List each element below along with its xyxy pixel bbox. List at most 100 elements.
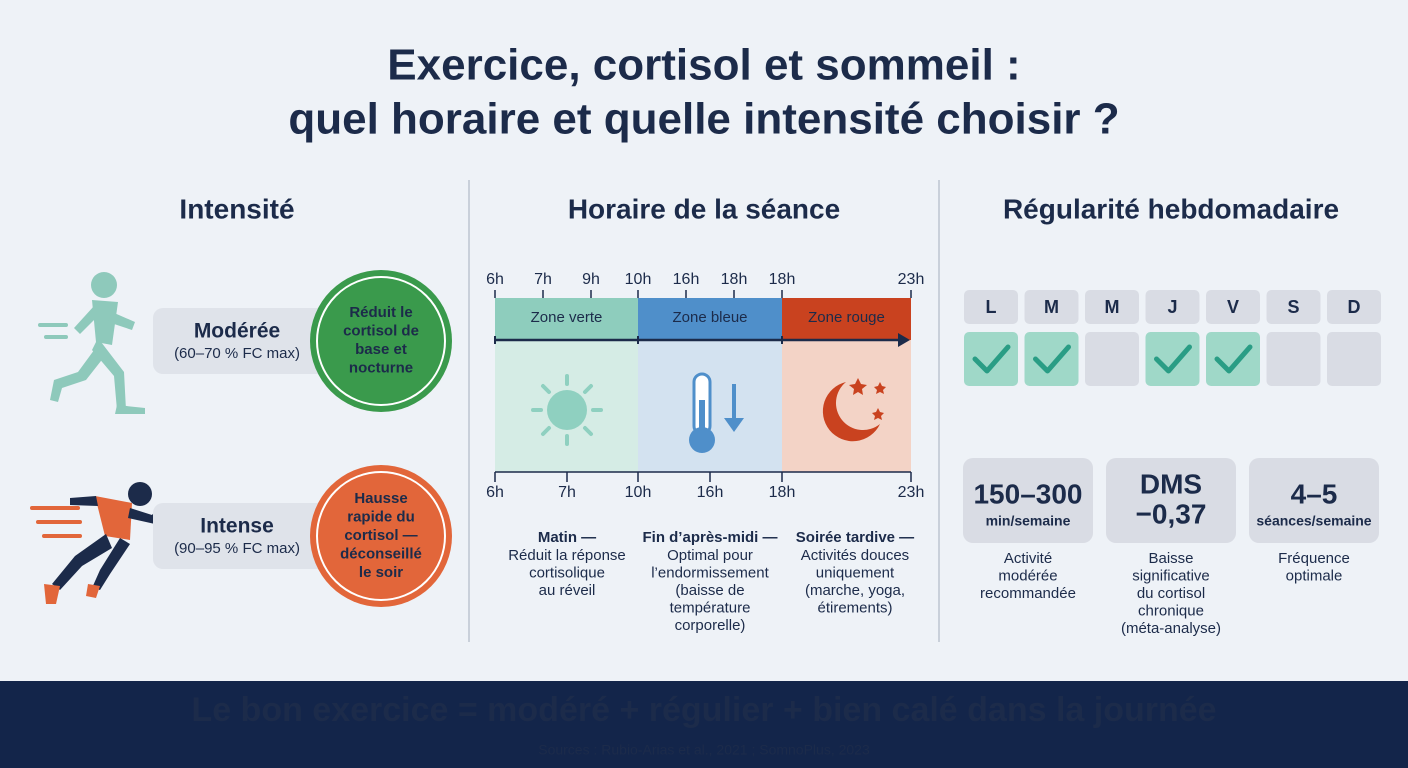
note-line: corporelle) — [675, 617, 746, 634]
time-label: 16h — [673, 271, 700, 288]
note-title: Soirée tardive — — [796, 529, 914, 546]
stat-unit: min/semaine — [986, 513, 1071, 529]
effect-text: déconseillé — [340, 545, 422, 562]
time-label: 10h — [625, 484, 652, 501]
note-line: Optimal pour — [667, 547, 753, 564]
stat-caption: Fréquence — [1278, 550, 1350, 567]
time-label: 18h — [769, 271, 796, 288]
stat-value: 150–300 — [973, 478, 1082, 509]
time-label: 16h — [697, 484, 724, 501]
check-mark — [1214, 344, 1253, 374]
thermometer-icon — [689, 372, 744, 453]
zone-bar — [495, 298, 638, 340]
stat-caption: modérée — [998, 567, 1057, 584]
effect-text: Réduit le — [349, 304, 412, 321]
title-line: quel horaire et quelle intensité choisir… — [288, 95, 1119, 144]
day-box — [1206, 290, 1260, 324]
sun-icon — [531, 374, 603, 446]
time-label: 7h — [534, 271, 552, 288]
note-line: étirements) — [817, 599, 892, 616]
note-line: au réveil — [539, 582, 596, 599]
stat-caption: chronique — [1138, 602, 1204, 619]
effect-text: le soir — [359, 564, 403, 581]
day-box — [1145, 290, 1200, 324]
day-label: M — [1105, 297, 1120, 317]
intensity-pill — [153, 308, 328, 374]
effect-ring — [316, 276, 446, 406]
time-label: 7h — [558, 484, 576, 501]
stat-value: −0,37 — [1136, 498, 1207, 529]
moon-icon — [822, 378, 886, 442]
zone-panel — [782, 340, 911, 472]
effect-text: nocturne — [349, 360, 413, 377]
zone-name: Zone rouge — [808, 309, 885, 326]
note-line: l’endormissement — [651, 564, 769, 581]
day-check-box — [1266, 332, 1321, 386]
zone-name: Zone verte — [531, 309, 603, 326]
arrow-head — [898, 333, 910, 347]
section-heading: Régularité hebdomadaire — [1003, 193, 1339, 224]
time-label: 18h — [721, 271, 748, 288]
day-label: J — [1167, 297, 1177, 317]
day-label: D — [1348, 297, 1361, 317]
stat-value: 4–5 — [1291, 478, 1338, 509]
runner-moderate-icon — [38, 272, 145, 414]
stat-unit: séances/semaine — [1256, 513, 1371, 529]
effect-ring — [316, 471, 446, 601]
note-title: Matin — — [538, 529, 596, 546]
check-mark — [1033, 344, 1071, 374]
day-box — [1085, 290, 1139, 324]
stat-box — [1249, 458, 1379, 543]
day-box — [964, 290, 1018, 324]
footer-sources: Sources : Rubio-Arias et al., 2021 ; Som… — [538, 742, 870, 758]
note-line: Activités douces — [801, 547, 909, 564]
day-check-box — [1024, 332, 1079, 386]
stat-caption: Baisse — [1148, 550, 1193, 567]
effect-text: rapide du — [347, 508, 415, 525]
section-heading: Intensité — [179, 193, 294, 224]
stat-box — [1106, 458, 1236, 543]
day-label: S — [1287, 297, 1299, 317]
stat-caption: Activité — [1004, 550, 1052, 567]
zone-bar — [782, 298, 911, 340]
day-box — [1024, 290, 1079, 324]
time-label: 6h — [486, 271, 504, 288]
stat-caption: recommandée — [980, 585, 1076, 602]
stat-caption: du cortisol — [1137, 585, 1205, 602]
stat-caption: significative — [1132, 567, 1210, 584]
time-label: 23h — [898, 484, 925, 501]
effect-circle — [310, 270, 452, 412]
time-label: 18h — [769, 484, 796, 501]
time-label: 9h — [582, 271, 600, 288]
effect-text: base et — [355, 341, 407, 358]
note-title: Fin d’après-midi — — [642, 529, 777, 546]
day-label: V — [1227, 297, 1239, 317]
intensity-label: Modérée — [194, 320, 280, 343]
stat-caption: (méta-analyse) — [1121, 620, 1221, 637]
note-line: uniquement — [816, 564, 895, 581]
intensity-detail: (60–70 % FC max) — [174, 345, 300, 362]
stat-caption: optimale — [1286, 567, 1343, 584]
note-line: température — [670, 599, 751, 616]
effect-text: cortisol de — [343, 323, 419, 340]
section-heading: Horaire de la séance — [568, 193, 840, 224]
check-mark — [1154, 344, 1192, 374]
effect-circle — [310, 465, 452, 607]
title-line: Exercice, cortisol et sommeil : — [387, 41, 1020, 90]
time-label: 23h — [898, 271, 925, 288]
note-line: cortisolique — [529, 564, 605, 581]
intensity-label: Intense — [200, 515, 274, 538]
day-check-box — [1327, 332, 1381, 386]
note-line: (marche, yoga, — [805, 582, 905, 599]
day-check-box — [1206, 332, 1260, 386]
check-mark — [972, 344, 1011, 374]
footer-tagline: Le bon exercice = modéré + régulier + bi… — [191, 691, 1216, 729]
day-box — [1266, 290, 1321, 324]
day-check-box — [964, 332, 1018, 386]
day-check-box — [1085, 332, 1139, 386]
zone-name: Zone bleue — [672, 309, 747, 326]
day-label: M — [1044, 297, 1059, 317]
time-label: 6h — [486, 484, 504, 501]
